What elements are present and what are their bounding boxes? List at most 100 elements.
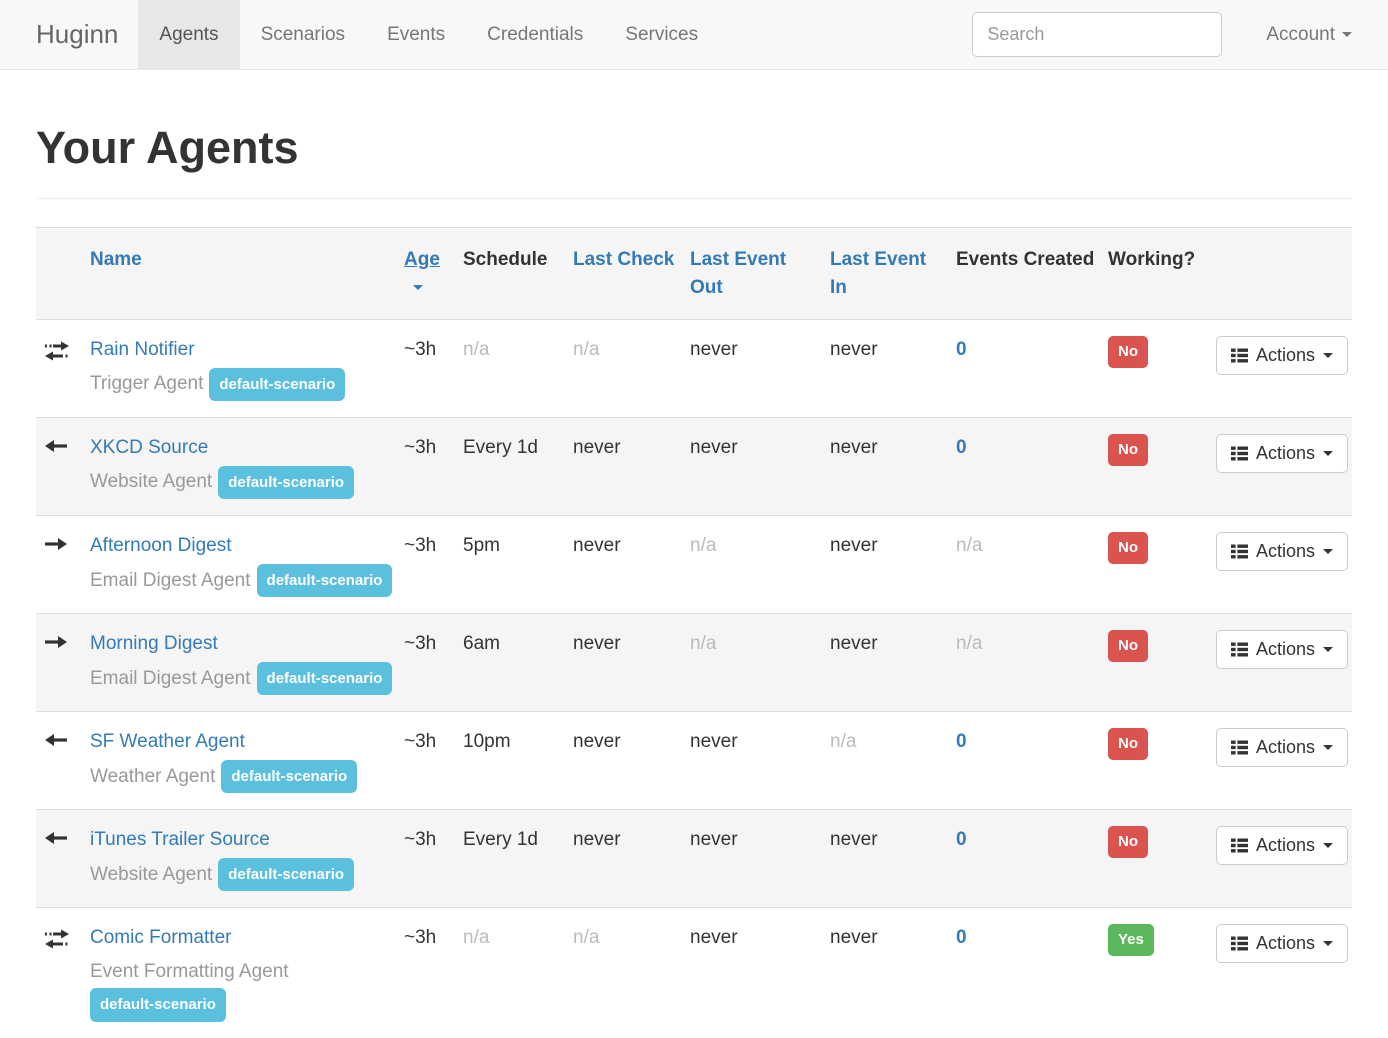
actions-button[interactable]: Actions: [1216, 728, 1349, 768]
scenario-badge[interactable]: default-scenario: [256, 661, 393, 696]
navbar-left: Huginn Agents Scenarios Events Credentia…: [0, 0, 719, 69]
search-input[interactable]: [972, 12, 1223, 57]
last-check-cell: never: [573, 809, 690, 908]
schedule-cell: Every 1d: [463, 809, 573, 908]
table-header: Name Age Schedule Last Check Last Event …: [36, 226, 1352, 320]
schedule-cell: 5pm: [463, 515, 573, 614]
events-created-link[interactable]: 0: [956, 339, 967, 361]
nav-item-services[interactable]: Services: [625, 24, 699, 45]
events-created-link[interactable]: 0: [956, 927, 967, 949]
chevron-down-icon: [1323, 451, 1334, 457]
schedule-cell: 10pm: [463, 711, 573, 810]
nav-item-agents[interactable]: Agents: [138, 0, 240, 69]
last-event-out-cell: never: [690, 319, 830, 418]
actions-label: Actions: [1256, 345, 1316, 366]
brand-logo[interactable]: Huginn: [36, 19, 119, 49]
actions-label: Actions: [1256, 933, 1316, 954]
column-header-events-created: Events Created: [956, 226, 1108, 320]
schedule-cell: n/a: [463, 319, 573, 418]
scenario-badge[interactable]: default-scenario: [218, 465, 355, 500]
column-header-last-event-in[interactable]: Last Event In: [830, 249, 927, 298]
agent-name-link[interactable]: Afternoon Digest: [90, 535, 232, 557]
last-event-in-cell: never: [830, 417, 956, 516]
actions-label: Actions: [1256, 541, 1316, 562]
actions-button[interactable]: Actions: [1216, 924, 1349, 964]
agent-type-label: Website Agent: [90, 471, 213, 493]
schedule-cell: n/a: [463, 907, 573, 1038]
working-status-badge: No: [1108, 336, 1148, 368]
account-label: Account: [1266, 23, 1335, 45]
agent-name-link[interactable]: Morning Digest: [90, 633, 218, 655]
account-menu[interactable]: Account: [1266, 24, 1352, 46]
last-event-in-cell: never: [830, 907, 956, 1038]
table-row: Afternoon Digest Email Digest Agent defau…: [36, 515, 1352, 614]
main-nav: Agents Scenarios Events Credentials Serv…: [138, 0, 719, 69]
list-icon: [1231, 348, 1248, 363]
last-event-out-cell: never: [690, 907, 830, 1038]
age-cell: ~3h: [404, 613, 463, 712]
actions-button[interactable]: Actions: [1216, 336, 1349, 376]
scenario-badge[interactable]: default-scenario: [90, 988, 226, 1022]
nav-item-events[interactable]: Events: [387, 24, 446, 45]
events-created-link[interactable]: 0: [956, 829, 967, 851]
column-header-actions: [1216, 226, 1352, 320]
age-cell: ~3h: [404, 809, 463, 908]
events-created-link[interactable]: 0: [956, 731, 967, 753]
last-event-in-cell: never: [830, 613, 956, 712]
arrow-left-icon: [44, 439, 68, 453]
nav-item-credentials[interactable]: Credentials: [487, 24, 584, 45]
agent-name-link[interactable]: iTunes Trailer Source: [90, 829, 270, 851]
column-header-name[interactable]: Name: [90, 249, 142, 270]
agent-name-link[interactable]: XKCD Source: [90, 437, 209, 459]
chevron-down-icon: [1323, 549, 1334, 555]
age-cell: ~3h: [404, 907, 463, 1038]
events-created-cell: n/a: [956, 515, 1108, 614]
actions-label: Actions: [1256, 737, 1316, 758]
column-header-age[interactable]: Age: [404, 249, 440, 270]
scenario-badge[interactable]: default-scenario: [221, 759, 358, 794]
agent-type-label: Event Formatting Agent: [90, 960, 289, 982]
scenario-badge[interactable]: default-scenario: [209, 367, 346, 402]
last-event-in-cell: never: [830, 319, 956, 418]
events-created-cell: n/a: [956, 613, 1108, 712]
arrow-right-icon: [44, 635, 68, 649]
column-header-icon: [36, 226, 90, 320]
events-created-link[interactable]: 0: [956, 437, 967, 459]
column-header-last-check[interactable]: Last Check: [573, 249, 675, 270]
working-status-badge: No: [1108, 532, 1148, 564]
arrows-both-icon: [44, 341, 70, 361]
column-header-schedule: Schedule: [463, 226, 573, 320]
last-check-cell: never: [573, 711, 690, 810]
table-row: Comic Formatter Event Formatting Agent de…: [36, 907, 1352, 1038]
table-row: Morning Digest Email Digest Agent default…: [36, 613, 1352, 712]
arrow-left-icon: [44, 733, 68, 747]
agent-name-link[interactable]: Comic Formatter: [90, 927, 232, 949]
last-event-out-cell: never: [690, 417, 830, 516]
age-cell: ~3h: [404, 515, 463, 614]
column-header-last-event-out[interactable]: Last Event Out: [690, 249, 787, 298]
actions-button[interactable]: Actions: [1216, 434, 1349, 474]
actions-button[interactable]: Actions: [1216, 826, 1349, 866]
age-cell: ~3h: [404, 711, 463, 810]
working-status-badge: No: [1108, 728, 1148, 761]
last-check-cell: n/a: [573, 907, 690, 1038]
arrow-left-icon: [44, 831, 68, 845]
scenario-badge[interactable]: default-scenario: [218, 857, 355, 892]
agent-name-link[interactable]: Rain Notifier: [90, 339, 195, 361]
last-check-cell: never: [573, 515, 690, 614]
agent-type-label: Weather Agent: [90, 765, 216, 787]
actions-button[interactable]: Actions: [1216, 532, 1349, 572]
age-cell: ~3h: [404, 417, 463, 516]
table-row: SF Weather Agent Weather Agent default-sc…: [36, 711, 1352, 810]
actions-label: Actions: [1256, 639, 1316, 660]
list-icon: [1231, 740, 1248, 755]
table-body: Rain Notifier Trigger Agent default-scena…: [36, 319, 1352, 1038]
agent-name-link[interactable]: SF Weather Agent: [90, 731, 245, 753]
arrow-right-icon: [44, 537, 68, 551]
actions-button[interactable]: Actions: [1216, 630, 1349, 670]
nav-item-scenarios[interactable]: Scenarios: [260, 24, 346, 45]
list-icon: [1231, 838, 1248, 853]
scenario-badge[interactable]: default-scenario: [256, 563, 393, 598]
list-icon: [1231, 446, 1248, 461]
navbar: Huginn Agents Scenarios Events Credentia…: [0, 0, 1388, 70]
